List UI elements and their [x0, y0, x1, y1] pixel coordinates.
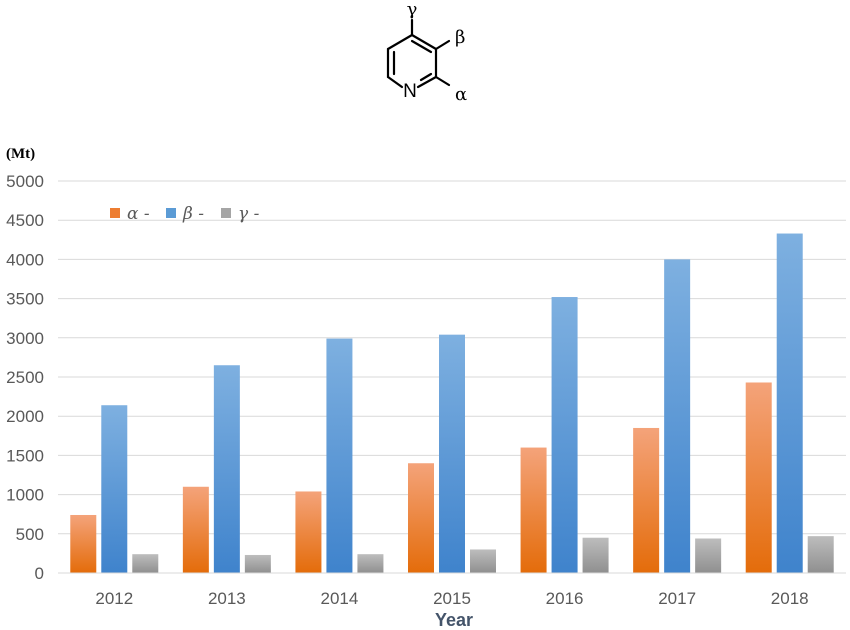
- bar-2014-series-1: [326, 338, 353, 573]
- gamma-position-label: γ: [407, 0, 418, 20]
- bar-2014-series-0: [295, 491, 322, 573]
- x-tick-label: 2017: [658, 589, 696, 608]
- legend-swatch-series-1: [166, 208, 176, 218]
- bar-2012-series-1: [101, 405, 128, 573]
- legend-label-series-0: α -: [127, 204, 150, 224]
- y-tick-label: 5000: [6, 172, 44, 191]
- bar-2016-series-1: [551, 297, 578, 573]
- bar-2012-series-2: [132, 554, 159, 573]
- y-axis-tick-labels: 0 500 1000 1500 2000 2500 3000 3500 4000 4500 5000: [6, 172, 44, 583]
- nitrogen-atom-label: N: [403, 81, 417, 102]
- y-tick-label: 0: [35, 564, 44, 583]
- bar-2016-series-2: [582, 537, 609, 573]
- bar-2018-series-0: [745, 382, 772, 573]
- y-tick-label: 2500: [6, 368, 44, 387]
- bar-2012-series-0: [70, 514, 97, 573]
- bar-2016-series-0: [520, 447, 547, 573]
- y-axis-unit-label: (Mt): [6, 146, 35, 162]
- x-axis-title: Year: [435, 610, 473, 630]
- legend-swatch-series-2: [221, 208, 231, 218]
- bar-2018-series-1: [776, 233, 803, 573]
- beta-position-label: β: [455, 27, 465, 48]
- x-tick-label: 2014: [321, 589, 359, 608]
- x-tick-label: 2018: [771, 589, 809, 608]
- y-tick-label: 500: [16, 525, 44, 544]
- pyridine-ring: [386, 18, 451, 89]
- bar-2014-series-2: [357, 554, 384, 573]
- x-axis-tick-labels: 2012 2013 2014 2015 2016 2017 2018: [95, 589, 808, 608]
- pyridine-structure: N γ β α: [386, 0, 467, 105]
- x-tick-label: 2013: [208, 589, 246, 608]
- x-tick-label: 2016: [546, 589, 584, 608]
- legend-label-series-1: β -: [182, 204, 204, 224]
- x-tick-label: 2015: [433, 589, 471, 608]
- y-tick-label: 4000: [6, 250, 44, 269]
- bar-2015-series-1: [439, 334, 465, 573]
- legend: α -β -γ -: [110, 204, 260, 224]
- bar-2013-series-2: [244, 554, 271, 573]
- alpha-position-label: α: [455, 84, 467, 105]
- y-tick-label: 3500: [6, 290, 44, 309]
- bar-2017-series-0: [633, 427, 660, 573]
- y-tick-label: 1000: [6, 486, 44, 505]
- bar-2017-series-1: [664, 259, 691, 573]
- y-tick-label: 4500: [6, 211, 44, 230]
- bar-series: [70, 233, 834, 573]
- bar-2013-series-1: [213, 365, 240, 573]
- y-tick-label: 1500: [6, 446, 44, 465]
- bar-2018-series-2: [807, 536, 834, 573]
- y-tick-label: 3000: [6, 329, 44, 348]
- legend-swatch-series-0: [110, 208, 120, 218]
- y-tick-label: 2000: [6, 407, 44, 426]
- x-tick-label: 2012: [95, 589, 133, 608]
- bar-2013-series-0: [182, 486, 209, 573]
- legend-label-series-2: γ -: [238, 204, 260, 224]
- bar-2015-series-0: [408, 463, 434, 573]
- bar-2017-series-2: [695, 538, 722, 573]
- bar-2015-series-2: [470, 549, 496, 573]
